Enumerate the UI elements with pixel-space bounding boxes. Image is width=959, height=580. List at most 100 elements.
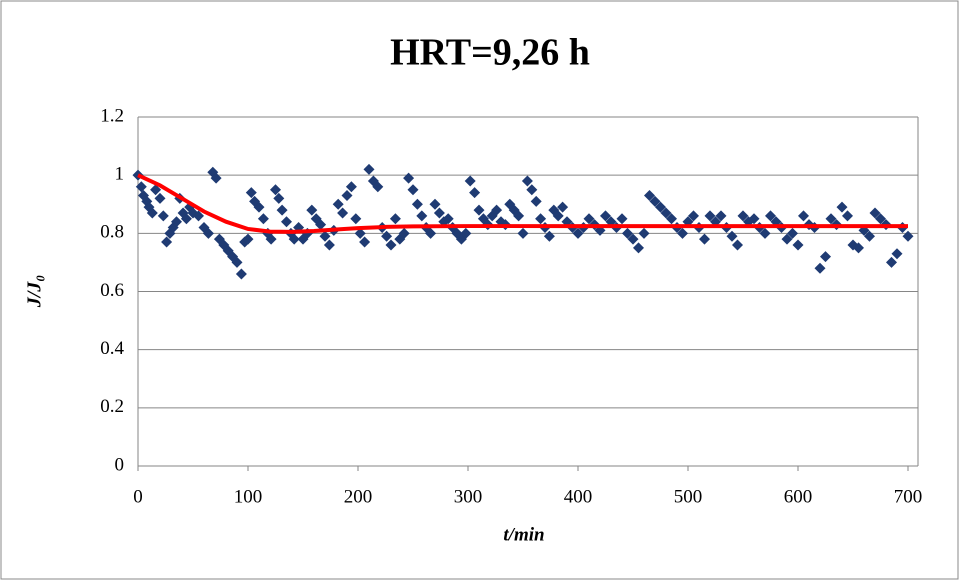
- data-point: [781, 233, 793, 245]
- data-point: [836, 201, 848, 213]
- data-point: [281, 216, 292, 228]
- data-point: [853, 242, 864, 254]
- data-point: [644, 190, 655, 202]
- data-point: [265, 233, 277, 245]
- data-point: [276, 204, 288, 216]
- data-point: [869, 207, 881, 219]
- data-point: [354, 227, 366, 239]
- data-point: [429, 198, 441, 210]
- x-axis-label: t/min: [503, 524, 544, 545]
- data-point: [842, 210, 853, 222]
- data-point: [341, 190, 353, 202]
- y-tick-label: 1: [115, 164, 125, 185]
- x-tick-label: 500: [674, 486, 703, 507]
- data-point: [699, 233, 710, 245]
- data-point: [543, 230, 555, 242]
- data-point: [820, 251, 831, 263]
- data-point: [530, 195, 542, 207]
- data-point: [306, 204, 318, 216]
- data-point: [688, 210, 699, 222]
- data-point: [572, 227, 584, 239]
- data-point: [381, 230, 393, 242]
- data-point: [616, 213, 628, 225]
- x-tick-label: 400: [564, 486, 593, 507]
- data-point: [350, 213, 362, 225]
- x-tick-label: 600: [784, 486, 813, 507]
- data-point: [737, 210, 749, 222]
- data-point: [473, 204, 485, 216]
- data-point: [332, 198, 344, 210]
- data-point: [407, 184, 419, 196]
- data-point: [677, 227, 688, 239]
- data-point: [557, 201, 569, 213]
- data-point: [202, 227, 214, 239]
- data-point: [245, 187, 257, 199]
- data-point: [638, 227, 650, 239]
- chart-title: HRT=9,26 h: [390, 32, 590, 74]
- y-tick-label: 0.2: [100, 396, 124, 417]
- data-point: [792, 239, 804, 251]
- x-tick-label: 700: [894, 486, 923, 507]
- data-point: [715, 210, 727, 222]
- data-point: [403, 172, 415, 184]
- data-point: [135, 181, 147, 193]
- data-point: [759, 227, 771, 239]
- data-point: [902, 230, 914, 242]
- y-tick-label: 0.4: [100, 338, 124, 359]
- data-point: [193, 210, 204, 222]
- data-point: [210, 172, 222, 184]
- data-point: [231, 256, 243, 268]
- data-point: [526, 184, 538, 196]
- data-point: [891, 248, 903, 260]
- data-point: [273, 192, 285, 204]
- data-point: [825, 213, 837, 225]
- data-point: [180, 213, 192, 225]
- data-point: [660, 207, 672, 219]
- x-tick-label: 200: [344, 486, 373, 507]
- y-axis-label: J/J₀: [24, 275, 46, 309]
- data-point: [315, 219, 327, 231]
- y-tick-label: 1.2: [100, 105, 124, 126]
- x-tick-label: 0: [133, 486, 143, 507]
- data-point: [655, 201, 666, 213]
- data-point: [814, 262, 826, 274]
- y-tick-label: 0: [115, 454, 125, 475]
- data-point: [150, 184, 162, 196]
- data-point: [787, 227, 798, 239]
- data-point: [726, 230, 738, 242]
- data-point: [583, 213, 595, 225]
- data-point: [161, 236, 173, 248]
- data-point: [416, 210, 428, 222]
- data-point: [535, 213, 547, 225]
- data-point: [359, 236, 371, 248]
- x-tick-label: 100: [234, 486, 263, 507]
- data-point: [704, 210, 716, 222]
- data-point: [765, 210, 776, 222]
- data-point: [345, 181, 357, 193]
- data-point: [517, 227, 529, 239]
- y-tick-label: 0.8: [100, 222, 124, 243]
- data-point: [798, 210, 809, 222]
- data-point: [337, 207, 349, 219]
- data-point: [288, 233, 300, 245]
- data-point: [469, 187, 481, 199]
- data-point: [242, 233, 254, 245]
- data-point: [398, 227, 410, 239]
- data-point: [253, 201, 265, 213]
- data-point: [442, 213, 454, 225]
- data-point: [323, 239, 335, 251]
- data-point: [552, 210, 564, 222]
- data-point: [235, 268, 247, 280]
- data-point: [622, 227, 633, 239]
- data-point: [157, 210, 169, 222]
- data-point: [521, 175, 533, 187]
- data-point: [433, 207, 445, 219]
- data-point: [748, 213, 760, 225]
- data-point: [425, 227, 437, 239]
- data-point: [886, 256, 897, 268]
- data-point: [154, 192, 166, 204]
- data-point: [875, 213, 886, 225]
- data-point: [363, 163, 375, 175]
- data-point: [649, 195, 661, 207]
